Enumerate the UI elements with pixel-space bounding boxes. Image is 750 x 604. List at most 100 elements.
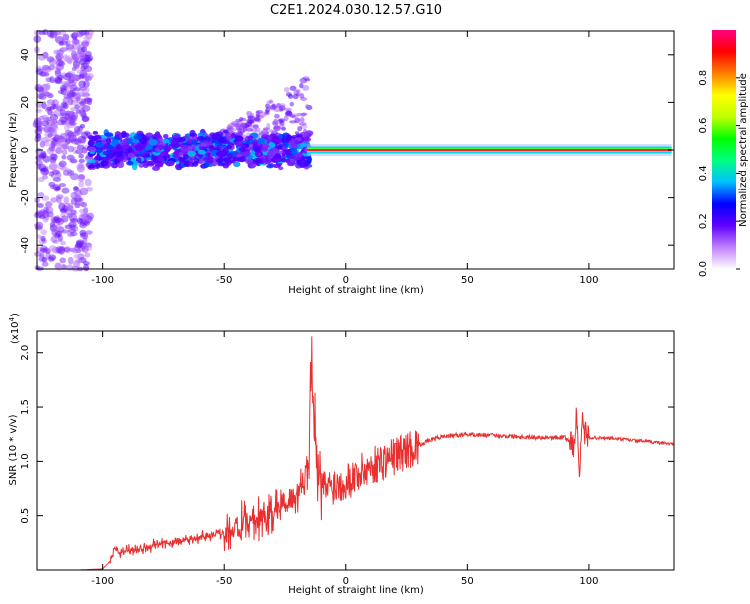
spectrogram-cell <box>299 118 305 123</box>
spectrogram-cell <box>197 150 207 155</box>
spectrogram-cell <box>41 114 49 120</box>
spectrogram-cell <box>162 133 169 139</box>
spectrogram-cell <box>250 163 257 168</box>
spectrogram-cell <box>133 133 143 141</box>
snr-x-tick-label: 100 <box>579 576 598 587</box>
spectrogram-cell <box>189 129 196 137</box>
spectrogram-cell <box>61 187 70 194</box>
spectrogram-cell <box>69 84 78 91</box>
spectrogram-cell <box>289 147 298 155</box>
spectrogram-cell <box>51 228 59 237</box>
spectrogram-cell <box>253 116 260 122</box>
spectrogram-cell <box>283 86 290 93</box>
spectrogram-cell <box>297 125 303 132</box>
spectrogram-cell <box>274 113 280 119</box>
spectrogram-cell <box>229 127 237 132</box>
spectrogram-cell <box>298 122 307 126</box>
spectrogram-cell <box>61 215 69 223</box>
spectrogram-cell <box>79 58 86 66</box>
spectrogram-cell <box>295 93 301 97</box>
spectrogram-cell <box>35 108 43 114</box>
spectrogram-cell <box>262 142 270 148</box>
colorbar-gradient <box>712 30 736 269</box>
spectrogram-cell <box>271 136 280 144</box>
spectrogram-cell <box>183 154 189 160</box>
spectrogram-cell <box>63 196 70 204</box>
spectrogram-cell <box>49 162 58 171</box>
spectrogram-cell <box>167 160 175 166</box>
spectrogram-cell <box>46 106 52 111</box>
spectrogram-cell <box>247 115 254 119</box>
spectrogram-cell <box>208 145 215 149</box>
spectrogram-cell <box>199 142 207 147</box>
spectrogram-cell <box>143 153 151 158</box>
spectrogram-x-tick-label: 100 <box>579 275 598 286</box>
spectrogram-cell <box>299 93 305 99</box>
spectrogram-cell <box>73 63 80 70</box>
spectrogram-cell <box>171 143 180 149</box>
spectrogram-cell <box>33 251 42 257</box>
spectrogram-cell <box>37 176 45 183</box>
spectrogram-cell <box>285 149 292 157</box>
spectrogram-cell <box>68 121 77 126</box>
spectrogram-cell <box>59 40 69 46</box>
spectrogram-cell <box>192 161 199 167</box>
spectrogram-cell <box>61 205 68 213</box>
snr-scale-suffix: ) <box>10 313 21 317</box>
colorbar-tick-label: 0.4 <box>698 165 709 181</box>
spectrogram-cell <box>39 140 46 148</box>
spectrogram-cell <box>51 224 58 230</box>
spectrogram-cell <box>36 234 42 239</box>
spectrogram-cell <box>67 145 75 153</box>
spectrogram-cell <box>268 141 276 148</box>
spectrogram-cell <box>145 144 153 151</box>
snr-series-line <box>37 336 675 571</box>
spectrogram-cell <box>71 73 77 81</box>
spectrogram-cell <box>84 57 93 62</box>
spectrogram-cell <box>50 116 57 122</box>
spectrogram-cell <box>56 119 66 126</box>
spectrogram-cell <box>87 146 97 153</box>
spectrogram-cell <box>64 112 70 120</box>
spectrogram-cell <box>92 130 99 135</box>
spectrogram-cell <box>56 196 62 204</box>
spectrogram-cell <box>70 50 78 58</box>
spectrogram-cell <box>285 110 293 116</box>
spectrogram-cell <box>46 99 56 105</box>
spectrogram-cell <box>244 121 252 127</box>
spectrogram-cell <box>294 152 301 158</box>
spectrogram-cell <box>76 144 85 151</box>
spectrogram-cell <box>272 163 281 168</box>
spectrogram-cell <box>46 30 54 38</box>
spectrogram-cell <box>77 50 84 55</box>
spectrogram-cell <box>202 157 210 162</box>
spectrogram-cell <box>61 264 67 270</box>
spectrogram-cell <box>302 85 310 91</box>
spectrogram-cell <box>242 126 248 132</box>
spectrogram-cell <box>37 53 47 61</box>
spectrogram-cell <box>73 254 80 259</box>
spectrogram-cell <box>273 125 282 132</box>
spectrogram-cell <box>252 138 258 146</box>
spectrogram-cell <box>48 245 57 252</box>
spectrogram-cell <box>138 137 148 145</box>
spectrogram-cell <box>70 131 76 138</box>
spectrogram-cell <box>269 129 274 133</box>
spectrogram-cell <box>40 167 47 172</box>
spectrogram-cell <box>238 147 246 153</box>
spectrogram-cell <box>35 133 42 139</box>
spectrogram-cell <box>172 152 180 159</box>
spectrogram-cell <box>50 140 56 149</box>
spectrogram-cell <box>56 142 64 150</box>
spectrogram-cell <box>81 245 89 253</box>
spectrogram-cell <box>38 153 46 159</box>
spectrogram-cell <box>75 239 85 245</box>
spectrogram-cell <box>226 145 233 150</box>
carrier-core <box>306 149 672 151</box>
spectrogram-y-ticks: -40 -20 0 20 40 <box>20 48 674 253</box>
spectrogram-cell <box>40 137 50 143</box>
spectrogram-cell <box>235 140 244 147</box>
spectrogram-cell <box>277 118 286 123</box>
spectrogram-cell <box>50 235 58 243</box>
